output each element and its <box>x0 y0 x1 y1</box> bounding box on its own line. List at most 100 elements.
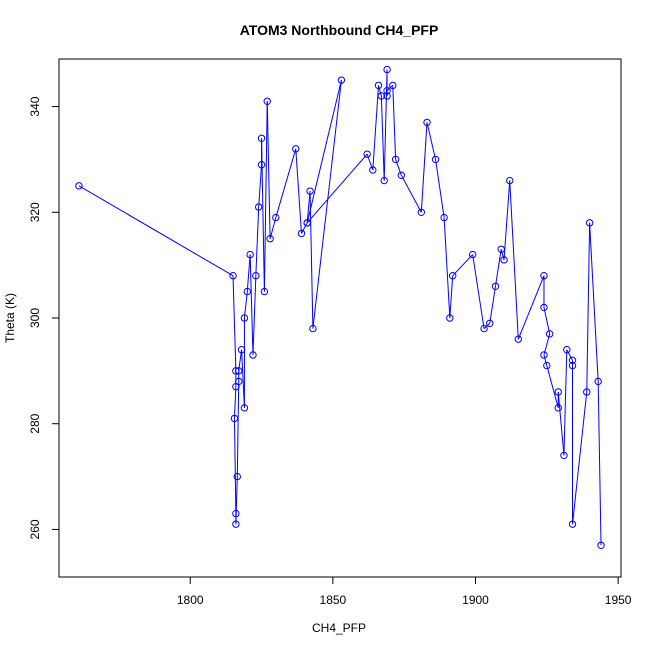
series-segment <box>235 476 238 525</box>
data-point <box>254 203 263 211</box>
series-segment <box>306 80 342 223</box>
series-segment <box>586 222 591 393</box>
data-point <box>568 356 577 364</box>
data-point <box>306 187 314 195</box>
series-segment <box>233 386 237 419</box>
series-segment <box>395 159 402 176</box>
data-point <box>440 213 448 222</box>
data-point <box>272 213 280 222</box>
data-point <box>249 351 257 359</box>
data-point <box>363 150 371 158</box>
data-point <box>468 250 477 259</box>
data-point <box>500 256 508 264</box>
data-point <box>383 87 391 95</box>
data-point <box>260 287 269 296</box>
data-point <box>446 314 454 322</box>
data-point <box>568 520 577 528</box>
data-point <box>237 346 246 354</box>
y-axis-label: Theta (K) <box>3 293 17 343</box>
series-segment <box>517 275 545 340</box>
data-point <box>497 245 505 253</box>
data-point <box>597 541 605 549</box>
data-point <box>297 229 306 238</box>
y-tick-label: 320 <box>28 202 42 222</box>
x-axis: 1800 1850 1900 1950 <box>177 577 632 607</box>
data-point <box>540 272 548 280</box>
series-segment <box>295 148 302 234</box>
data-point <box>391 155 400 164</box>
data-point <box>594 377 602 386</box>
data-point <box>417 208 426 216</box>
data-point <box>232 520 240 528</box>
series-segment <box>566 349 573 361</box>
data-point <box>337 76 346 84</box>
data-point <box>480 324 488 333</box>
data-point <box>240 404 249 412</box>
series-segment <box>232 275 237 371</box>
data-point <box>423 118 431 127</box>
series-segment <box>386 85 394 92</box>
y-tick-label: 260 <box>28 519 42 539</box>
series-segment <box>543 307 551 334</box>
data-point <box>257 134 266 142</box>
data-point <box>554 388 562 396</box>
data-point <box>292 145 300 153</box>
y-tick-label: 340 <box>28 96 42 116</box>
series-segment <box>255 206 260 276</box>
series-segment <box>500 249 505 260</box>
data-point <box>235 367 243 375</box>
series-segment <box>426 122 437 160</box>
data-point <box>240 314 249 322</box>
data-point <box>506 176 514 185</box>
data-point <box>232 509 240 518</box>
series-segment <box>420 122 428 213</box>
data-point <box>380 176 388 185</box>
data-point <box>585 219 594 227</box>
data-point <box>235 377 243 386</box>
series-segment <box>435 159 445 218</box>
data-point <box>252 272 260 280</box>
series-segment <box>312 80 342 329</box>
series-segment <box>258 164 263 208</box>
series-segment <box>380 95 385 181</box>
x-tick-label: 1900 <box>462 593 489 607</box>
data-point <box>543 361 551 370</box>
series-segment <box>483 322 491 329</box>
data-point <box>389 81 397 90</box>
series-segment <box>400 175 422 213</box>
series-segment <box>246 254 251 292</box>
data-point <box>568 361 577 370</box>
data-point <box>514 335 522 343</box>
series-segment <box>472 254 485 329</box>
series-segment <box>503 180 511 260</box>
data-point <box>383 92 391 100</box>
data-point <box>246 250 254 259</box>
series-segment <box>309 191 314 329</box>
series-segment <box>266 101 271 239</box>
series-segment <box>249 254 254 356</box>
series-segment <box>489 286 496 324</box>
x-tick-label: 1850 <box>320 593 347 607</box>
series-segment <box>392 85 397 160</box>
data-point <box>583 388 591 396</box>
data-point <box>230 414 239 423</box>
series-segment <box>563 349 568 456</box>
series-segment <box>589 222 599 382</box>
data-point <box>397 171 406 179</box>
series-segment <box>306 153 368 224</box>
series-segment <box>572 391 588 525</box>
plot-frame <box>58 58 622 578</box>
data-point <box>563 346 571 354</box>
data-point <box>374 81 383 90</box>
data-point <box>233 472 241 481</box>
data-point <box>448 272 457 280</box>
series-segment <box>372 85 380 171</box>
data-point <box>560 451 568 460</box>
y-tick-label: 280 <box>28 413 42 433</box>
data-point <box>263 97 271 105</box>
data-point <box>486 319 494 327</box>
data-point <box>431 155 440 164</box>
series-segment <box>543 354 548 366</box>
y-tick-label: 300 <box>28 308 42 328</box>
series-segment <box>78 185 234 277</box>
